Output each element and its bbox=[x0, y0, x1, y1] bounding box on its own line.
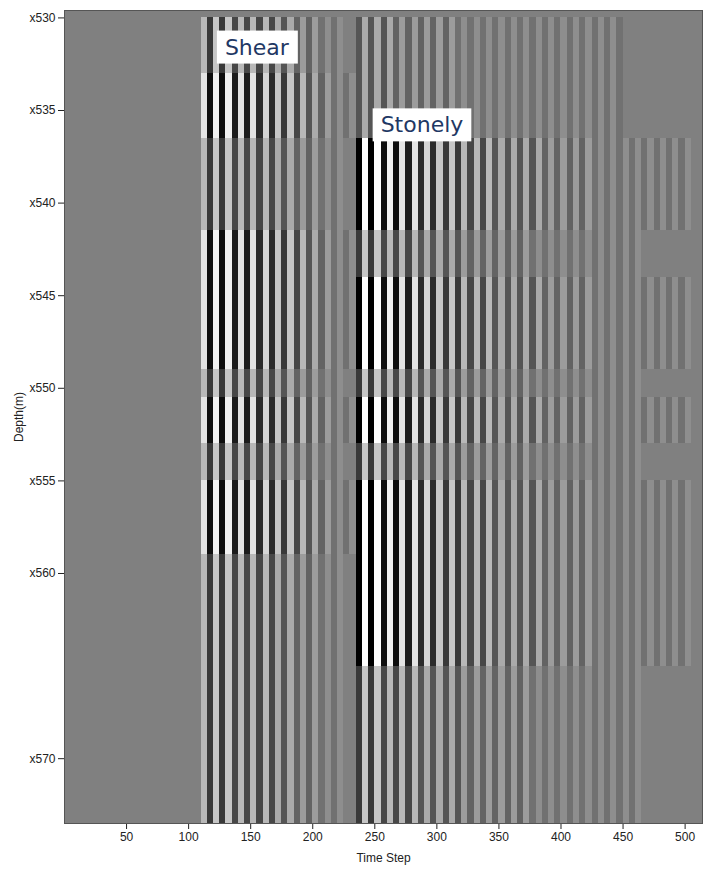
svg-text:50: 50 bbox=[120, 830, 134, 844]
svg-text:300: 300 bbox=[427, 830, 447, 844]
svg-text:200: 200 bbox=[303, 830, 323, 844]
svg-text:Stonely: Stonely bbox=[381, 112, 464, 137]
svg-text:150: 150 bbox=[241, 830, 261, 844]
svg-text:x560: x560 bbox=[29, 566, 55, 580]
svg-text:250: 250 bbox=[365, 830, 385, 844]
svg-text:x535: x535 bbox=[29, 103, 55, 117]
svg-text:Time Step: Time Step bbox=[356, 851, 411, 865]
svg-text:x555: x555 bbox=[29, 474, 55, 488]
svg-text:450: 450 bbox=[613, 830, 633, 844]
svg-text:100: 100 bbox=[179, 830, 199, 844]
svg-text:x570: x570 bbox=[29, 752, 55, 766]
svg-text:Shear: Shear bbox=[225, 35, 290, 60]
svg-text:x540: x540 bbox=[29, 196, 55, 210]
svg-text:500: 500 bbox=[675, 830, 695, 844]
svg-text:x545: x545 bbox=[29, 289, 55, 303]
svg-text:x530: x530 bbox=[29, 11, 55, 25]
svg-text:x550: x550 bbox=[29, 381, 55, 395]
svg-text:400: 400 bbox=[551, 830, 571, 844]
svg-text:350: 350 bbox=[489, 830, 509, 844]
svg-text:Depth(m): Depth(m) bbox=[12, 392, 26, 442]
